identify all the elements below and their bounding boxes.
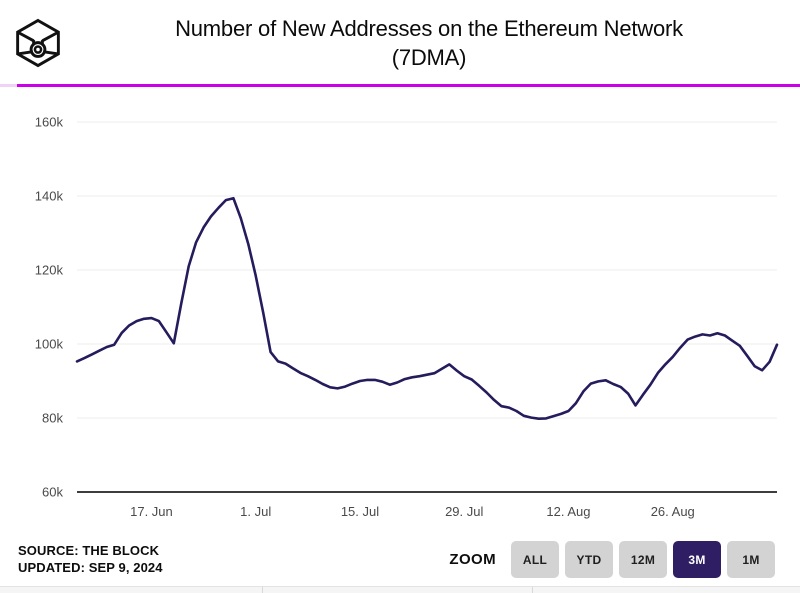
x-axis-label: 12. Aug: [546, 504, 590, 519]
page-title-line1: Number of New Addresses on the Ethereum …: [175, 15, 683, 41]
page-title: Number of New Addresses on the Ethereum …: [72, 14, 786, 72]
source-line: SOURCE: THE BLOCK: [18, 543, 160, 558]
page-title-line2: (7DMA): [391, 45, 467, 70]
the-block-logo-icon: [14, 16, 62, 70]
accent-divider: [0, 84, 800, 87]
y-axis-label: 100k: [35, 337, 64, 352]
zoom-button-ytd[interactable]: YTD: [565, 541, 613, 578]
y-axis-label: 60k: [42, 485, 63, 500]
y-axis-label: 160k: [35, 115, 64, 130]
source-attribution: SOURCE: THE BLOCK UPDATED: SEP 9, 2024: [18, 543, 163, 576]
updated-line: UPDATED: SEP 9, 2024: [18, 559, 163, 575]
bottom-table-edge: [0, 586, 800, 593]
x-axis-label: 26. Aug: [651, 504, 695, 519]
zoom-button-all[interactable]: ALL: [511, 541, 559, 578]
y-axis-label: 120k: [35, 263, 64, 278]
zoom-label: ZOOM: [449, 551, 496, 568]
x-axis-label: 1. Jul: [240, 504, 271, 519]
header: Number of New Addresses on the Ethereum …: [14, 8, 786, 78]
y-axis-label: 140k: [35, 189, 64, 204]
bottom-strip-divider: [532, 587, 533, 593]
zoom-button-1m[interactable]: 1M: [727, 541, 775, 578]
chart-area: 60k 80k 100k 120k 140k 160k 17. Jun 1. Jul 15. J…: [0, 95, 800, 530]
line-chart: 60k 80k 100k 120k 140k 160k 17. Jun 1. Jul 15. J…: [35, 115, 779, 519]
zoom-button-12m[interactable]: 12M: [619, 541, 667, 578]
x-axis-label: 29. Jul: [445, 504, 483, 519]
y-axis-label: 80k: [42, 411, 63, 426]
bottom-strip-divider: [262, 587, 263, 593]
zoom-controls: ZOOM ALL YTD 12M 3M 1M: [449, 541, 775, 578]
x-axis-label: 17. Jun: [130, 504, 173, 519]
x-axis-label: 15. Jul: [341, 504, 379, 519]
zoom-button-3m[interactable]: 3M: [673, 541, 721, 578]
series-line: [75, 196, 779, 421]
